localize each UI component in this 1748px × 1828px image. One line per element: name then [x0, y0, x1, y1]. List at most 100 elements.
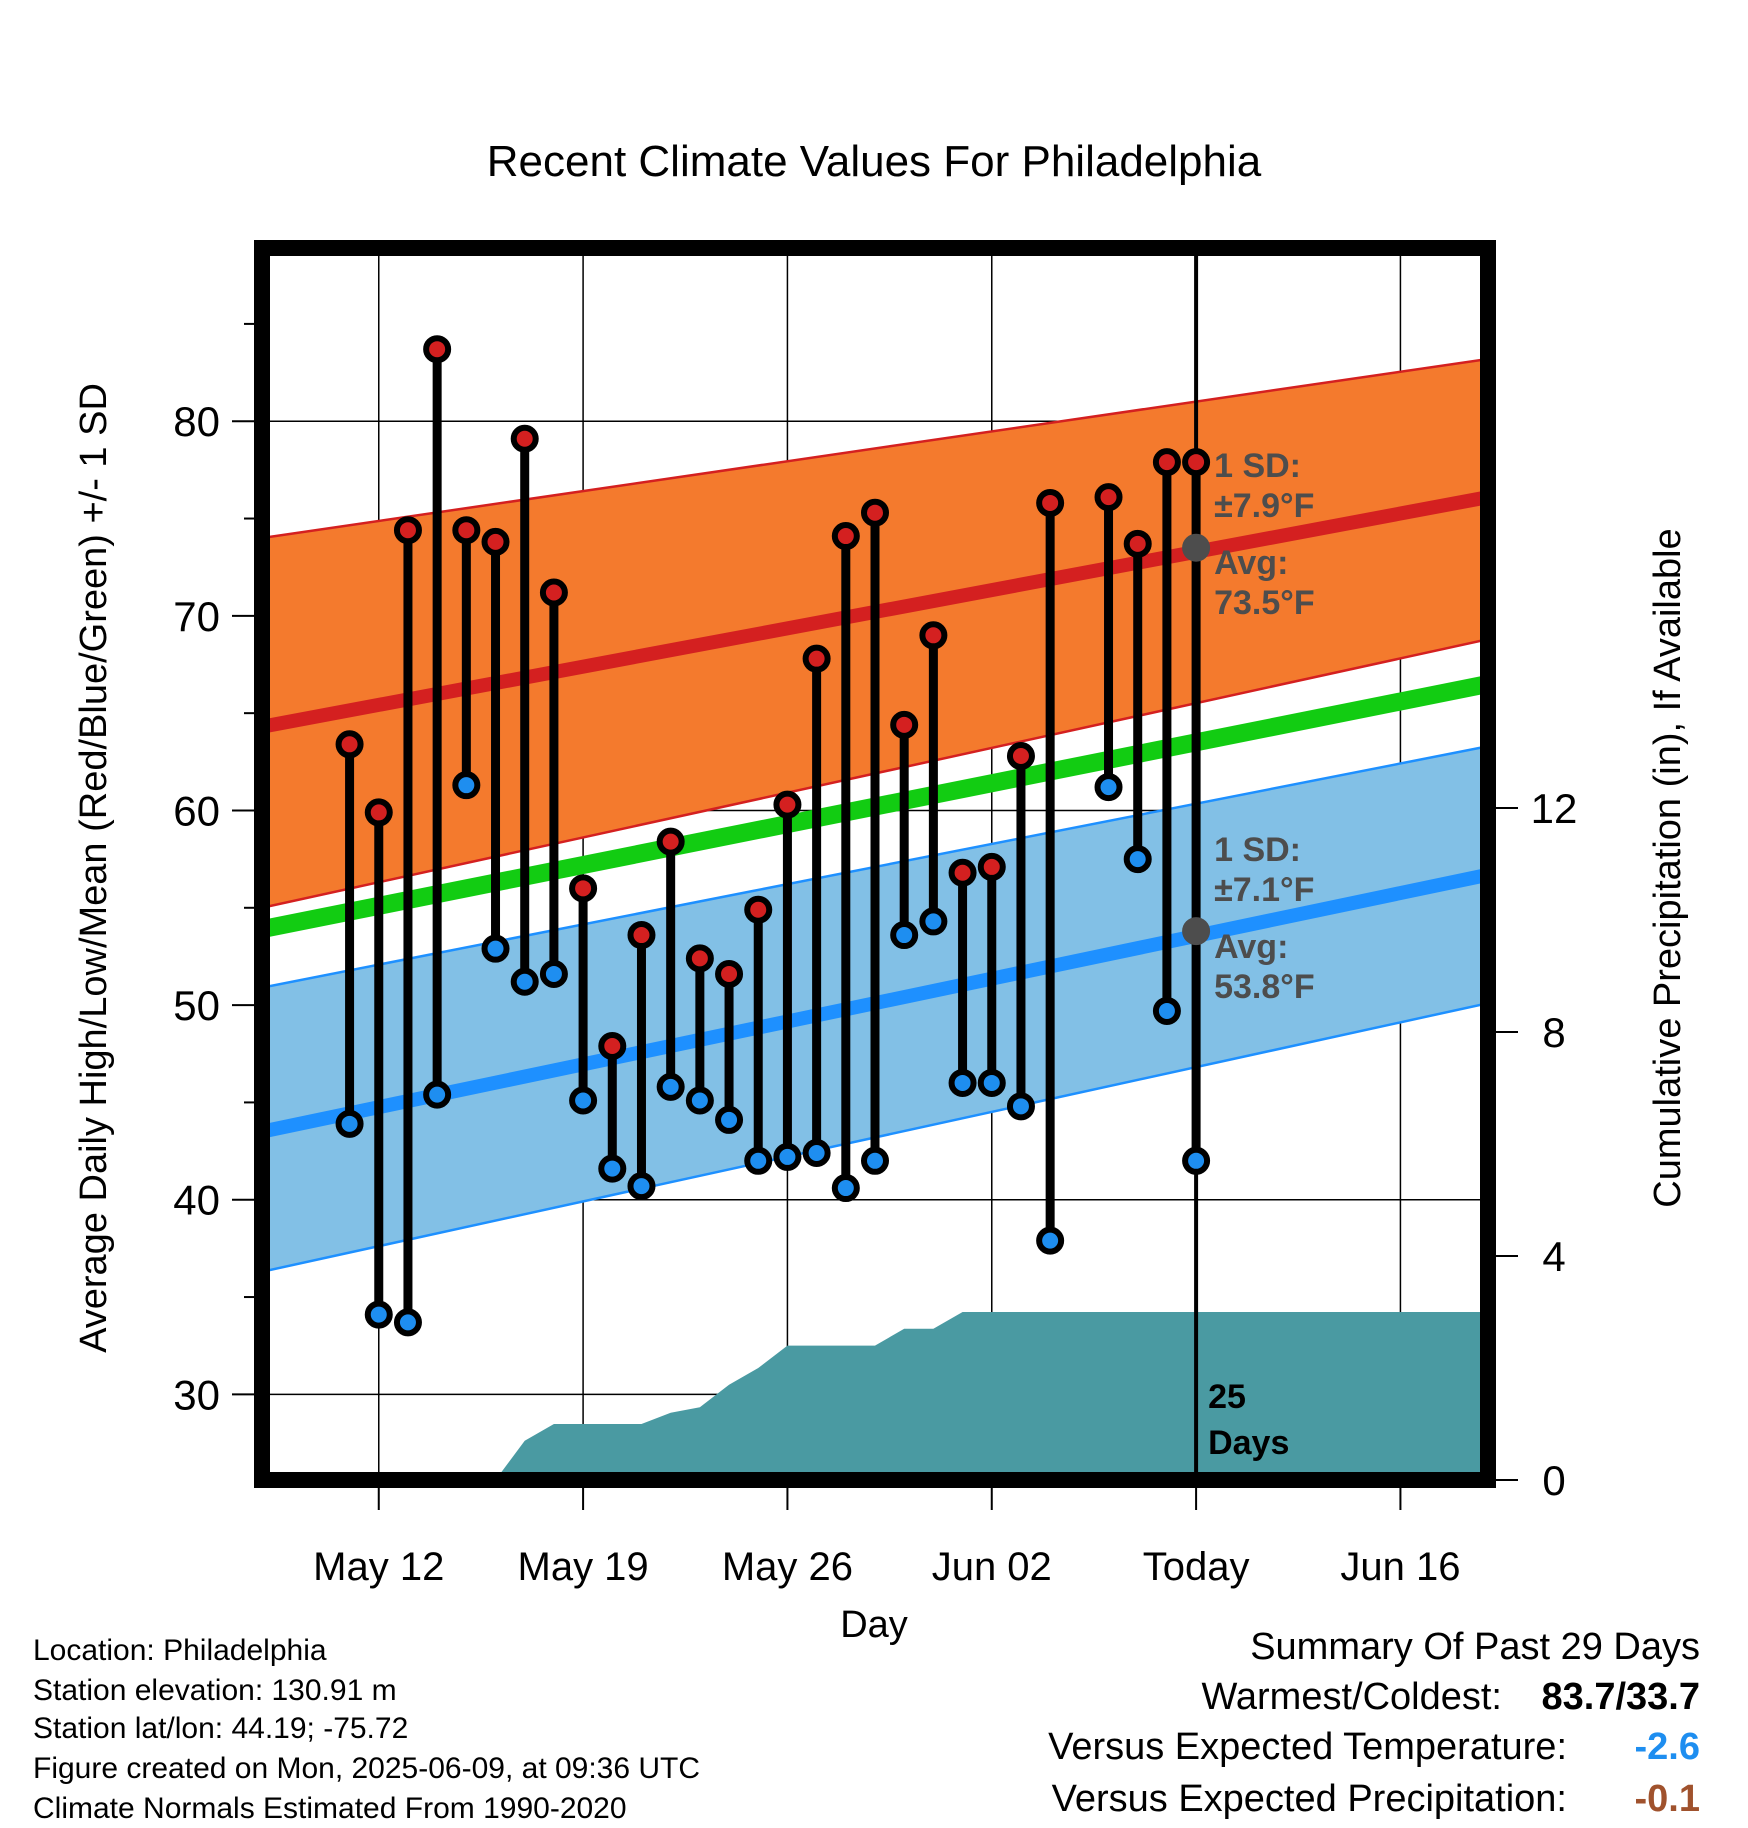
- low-point: [539, 959, 568, 988]
- chart-title: Recent Climate Values For Philadelphia: [487, 137, 1262, 186]
- high-point: [1036, 488, 1065, 517]
- summary-warm-cold-value: 83.7/33.7: [1541, 1676, 1700, 1718]
- y2-tick-label: 4: [1542, 1233, 1565, 1280]
- low-point: [510, 967, 539, 996]
- high-point: [510, 424, 539, 453]
- low-point: [948, 1068, 977, 1097]
- low-point: [685, 1086, 714, 1115]
- plot-frame: [254, 240, 1496, 1488]
- footer-created: Figure created on Mon, 2025-06-09, at 09…: [33, 1752, 701, 1785]
- low-point: [977, 1068, 1006, 1097]
- footer-elevation: Station elevation: 130.91 m: [33, 1674, 397, 1707]
- high-point: [423, 335, 452, 364]
- low-point: [569, 1086, 598, 1115]
- low-point: [627, 1172, 656, 1201]
- y-axis-precipitation: 0 4 8 12: [1496, 785, 1577, 1504]
- low-point: [1036, 1226, 1065, 1255]
- low-point: [715, 1105, 744, 1134]
- high-point: [1152, 448, 1181, 477]
- precip-area: [262, 1312, 1488, 1480]
- high-point: [452, 516, 481, 545]
- low-sd-value: ±7.1°F: [1214, 871, 1314, 909]
- high-avg-marker: [1182, 533, 1211, 562]
- high-point: [802, 644, 831, 673]
- low-avg-value: 53.8°F: [1214, 968, 1315, 1006]
- low-sd-label: 1 SD:: [1214, 831, 1301, 869]
- x-tick-label: Today: [1143, 1545, 1250, 1589]
- low-point: [773, 1142, 802, 1171]
- summary-precip-value: -0.1: [1634, 1778, 1700, 1820]
- summary-title: Summary Of Past 29 Days: [1250, 1626, 1700, 1668]
- high-point: [1123, 529, 1152, 558]
- high-point: [481, 527, 510, 556]
- low-point: [1182, 1146, 1211, 1175]
- low-avg-label: Avg:: [1214, 928, 1288, 966]
- high-point: [1094, 483, 1123, 512]
- x-tick-label: May 19: [518, 1545, 649, 1589]
- low-point: [919, 907, 948, 936]
- low-point: [423, 1080, 452, 1109]
- y-tick-label: 70: [173, 593, 220, 640]
- low-point: [393, 1308, 422, 1337]
- low-point: [890, 921, 919, 950]
- high-point: [744, 895, 773, 924]
- low-point: [802, 1139, 831, 1168]
- y-axis-temperature: 30 40 50 60 70 80: [173, 322, 254, 1418]
- high-avg-value: 73.5°F: [1214, 584, 1315, 622]
- low-point: [1123, 845, 1152, 874]
- high-point: [569, 874, 598, 903]
- high-point: [656, 827, 685, 856]
- high-avg-label: Avg:: [1214, 544, 1288, 582]
- low-point: [598, 1154, 627, 1183]
- low-point: [744, 1146, 773, 1175]
- y-tick-label: 80: [173, 398, 220, 445]
- high-point: [1006, 741, 1035, 770]
- low-point: [861, 1146, 889, 1175]
- low-avg-marker: [1182, 917, 1211, 946]
- high-sd-value: ±7.9°F: [1214, 487, 1314, 525]
- high-point: [393, 516, 422, 545]
- x-tick-label: May 12: [313, 1545, 444, 1589]
- high-point: [977, 852, 1006, 881]
- high-point: [685, 944, 714, 973]
- x-tick-label: May 26: [722, 1545, 853, 1589]
- days-label: Days: [1208, 1424, 1289, 1462]
- y-tick-label: 50: [173, 982, 220, 1029]
- low-point: [452, 771, 481, 800]
- x-tick-label: Jun 16: [1340, 1545, 1460, 1589]
- high-point: [890, 710, 919, 739]
- y2-axis-label: Cumulative Precipitation (in), If Availa…: [1647, 528, 1689, 1207]
- low-point: [335, 1109, 364, 1138]
- x-tick-label: Jun 02: [932, 1545, 1052, 1589]
- low-point: [656, 1072, 685, 1101]
- y-tick-label: 30: [173, 1371, 220, 1418]
- footer-latlon: Station lat/lon: 44.19; -75.72: [33, 1712, 409, 1745]
- y2-tick-label: 8: [1542, 1009, 1565, 1056]
- footer-normals: Climate Normals Estimated From 1990-2020: [33, 1792, 627, 1825]
- high-point: [948, 858, 977, 887]
- y2-tick-label: 12: [1531, 785, 1578, 832]
- x-axis-label: Day: [840, 1604, 908, 1646]
- high-point: [539, 578, 568, 607]
- summary-precip-label: Versus Expected Precipitation:: [1051, 1778, 1567, 1820]
- high-point: [627, 921, 656, 950]
- high-point: [919, 621, 948, 650]
- high-point: [598, 1031, 627, 1060]
- low-point: [364, 1300, 393, 1329]
- high-upper-line: [262, 357, 1488, 540]
- high-sd-label: 1 SD:: [1214, 447, 1301, 485]
- high-point: [1182, 448, 1211, 477]
- high-point: [861, 498, 889, 527]
- y-tick-label: 40: [173, 1177, 220, 1224]
- low-point: [1094, 773, 1123, 802]
- low-point: [1006, 1092, 1035, 1121]
- y-axis-label: Average Daily High/Low/Mean (Red/Blue/Gr…: [73, 383, 115, 1353]
- footer-location: Location: Philadelphia: [33, 1634, 327, 1667]
- high-point: [364, 798, 393, 827]
- high-point: [715, 959, 744, 988]
- y-tick-label: 60: [173, 787, 220, 834]
- high-point: [773, 790, 802, 819]
